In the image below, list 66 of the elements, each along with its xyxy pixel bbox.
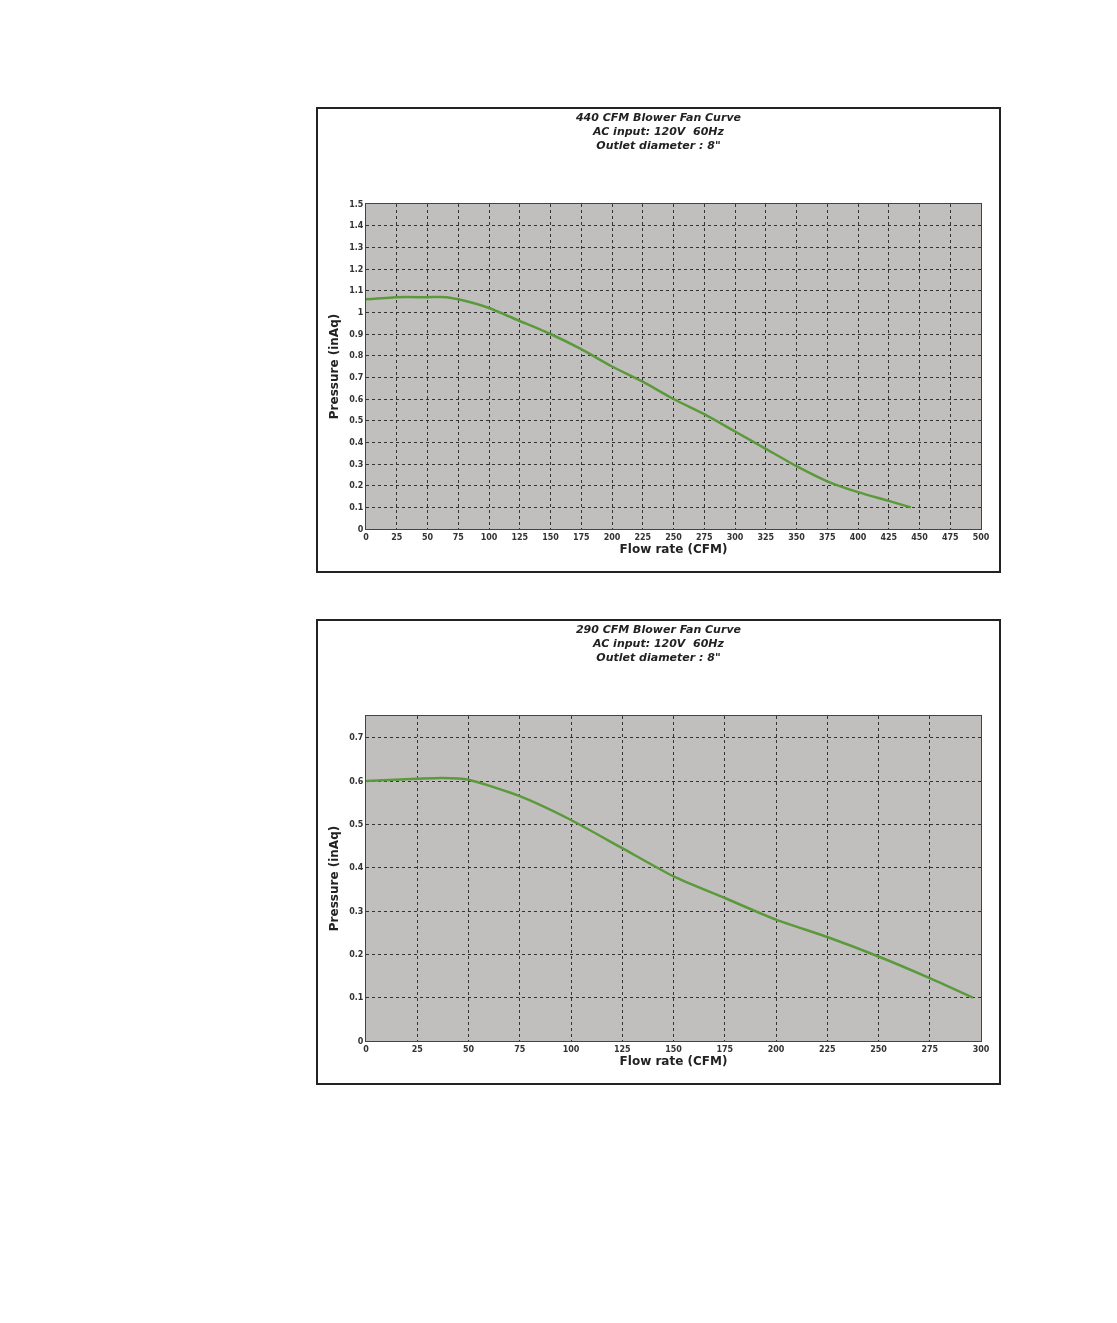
y-tick-label: 0	[357, 1036, 364, 1046]
y-tick-label: 0.4	[349, 863, 364, 873]
x-tick-label: 50	[421, 532, 434, 542]
y-axis-title: Pressure (inAq)	[326, 825, 341, 932]
chart-title: 290 CFM Blower Fan Curve	[575, 622, 742, 636]
y-tick-label: 1.4	[349, 221, 364, 231]
x-tick-label: 50	[462, 1044, 475, 1054]
x-tick-label: 225	[634, 532, 652, 542]
y-tick-label: 0	[357, 524, 364, 534]
x-tick-label: 300	[726, 532, 744, 542]
x-tick-label: 75	[514, 1044, 526, 1054]
x-tick-label: 350	[788, 532, 806, 542]
x-tick-label: 250	[665, 532, 683, 542]
x-tick-label: 425	[880, 532, 898, 542]
x-tick-label: 175	[716, 1044, 734, 1054]
y-tick-label: 0.9	[349, 329, 364, 339]
x-tick-label: 75	[452, 532, 465, 542]
x-tick-label: 200	[767, 1044, 785, 1054]
x-tick-label: 125	[511, 532, 529, 542]
y-tick-label: 0.3	[349, 459, 364, 469]
x-tick-label: 275	[695, 532, 714, 542]
x-tick-label: 325	[757, 532, 775, 542]
x-tick-label: 450	[911, 532, 929, 542]
y-tick-label: 0.8	[349, 351, 364, 361]
y-tick-label: 0.6	[349, 776, 364, 786]
y-tick-label: 0.1	[349, 503, 364, 513]
x-tick-label: 500	[972, 532, 990, 542]
y-tick-label: 0.2	[349, 950, 364, 960]
x-tick-label: 25	[411, 1044, 424, 1054]
x-axis-title: Flow rate (CFM)	[619, 542, 728, 557]
y-tick-label: 0.7	[349, 373, 364, 383]
line-series	[366, 295, 913, 509]
x-tick-label: 400	[849, 532, 867, 542]
y-tick-label: 1.2	[349, 264, 364, 274]
x-tick-label: 250	[870, 1044, 888, 1054]
x-tick-label: 475	[941, 532, 960, 542]
x-tick-label: 100	[562, 1044, 580, 1054]
x-tick-label: 125	[613, 1044, 632, 1054]
chart-subtitle: AC input: 120V 60Hz Outlet diameter : 8"	[592, 124, 725, 153]
x-tick-label: 200	[603, 532, 621, 542]
x-tick-label: 175	[572, 532, 591, 542]
y-tick-label: 0.7	[349, 733, 364, 743]
x-tick-label: 225	[818, 1044, 837, 1054]
chart-subtitle: AC input: 120V 60Hz Outlet diameter : 8"	[592, 636, 725, 665]
y-axis-title: Pressure (inAq)	[326, 313, 341, 420]
x-tick-label: 150	[665, 1044, 683, 1054]
x-tick-label: 100	[480, 532, 498, 542]
y-tick-label: 0.3	[349, 906, 364, 916]
x-tick-label: 300	[972, 1044, 990, 1054]
y-tick-label: 0.4	[349, 438, 364, 448]
x-tick-label: 375	[818, 532, 837, 542]
x-tick-label: 150	[542, 532, 560, 542]
line-series	[366, 776, 975, 999]
y-tick-label: 0.2	[349, 481, 364, 491]
y-tick-label: 1	[357, 308, 364, 318]
x-tick-label: 25	[391, 532, 403, 542]
y-tick-label: 1.5	[349, 199, 364, 209]
y-tick-label: 0.6	[349, 394, 364, 404]
y-tick-label: 0.1	[349, 993, 364, 1003]
y-tick-label: 1.3	[349, 243, 364, 253]
y-tick-label: 0.5	[349, 820, 364, 830]
y-tick-label: 0.5	[349, 416, 364, 426]
chart-title: 440 CFM Blower Fan Curve	[574, 110, 742, 124]
x-axis-title: Flow rate (CFM)	[619, 1054, 728, 1069]
x-tick-label: 275	[921, 1044, 939, 1054]
y-tick-label: 1.1	[349, 286, 364, 296]
